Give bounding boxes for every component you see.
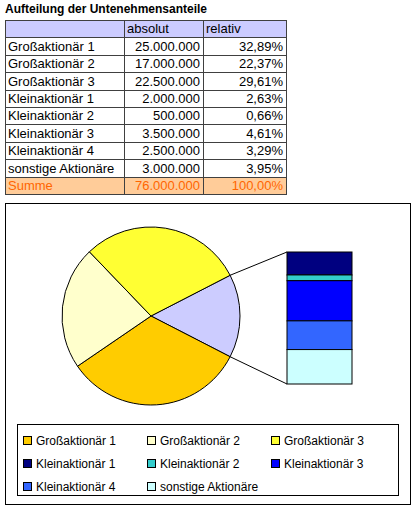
table-cell: sonstige Aktionäre [8,161,114,176]
table-cell: 3,95% [246,161,283,176]
table-cell: 500.000 [153,108,200,123]
bar-segment [287,281,352,321]
legend-swatch [24,460,32,468]
table-rule [5,142,286,143]
table-rule [5,72,286,73]
bar-segment [287,252,352,275]
legend-swatch [272,437,280,445]
table-cell: 2.500.000 [142,143,200,158]
table-cell: 3.000.000 [142,161,200,176]
table-rule [5,107,286,108]
legend-label: Kleinaktionär 1 [36,457,116,471]
table-rule [5,194,286,195]
connector-line [230,252,287,275]
header-background [5,20,286,37]
table-rule [5,55,286,56]
legend-box [18,425,399,496]
table-rule [5,90,286,91]
table-cell: 25.000.000 [135,39,200,54]
connector-line [230,357,287,384]
table-rule [5,177,286,178]
footer-cell: 76.000.000 [135,178,200,193]
chart-frame [6,204,411,505]
legend-swatch [24,483,32,491]
legend-swatch [272,460,280,468]
table-cell: 4,61% [246,126,283,141]
table-cell: 22,37% [239,56,284,71]
legend-label: Großaktionär 1 [36,434,116,448]
bar-segment [287,350,352,384]
table-rule [203,20,204,195]
legend-swatch [148,437,156,445]
legend-label: sonstige Aktionäre [160,480,258,494]
header-cell: relativ [206,21,241,36]
legend-label: Kleinaktionär 2 [160,457,240,471]
table-cell: Großaktionär 3 [8,74,95,89]
legend-swatch [148,460,156,468]
legend-label: Großaktionär 2 [160,434,240,448]
table-rule [286,20,287,195]
table-cell: Großaktionär 1 [8,39,95,54]
table-cell: 17.000.000 [135,56,200,71]
table-cell: 22.500.000 [135,74,200,89]
table-cell: Kleinaktionär 2 [8,108,94,123]
legend-label: Kleinaktionär 4 [36,480,116,494]
table-cell: 3,29% [246,143,283,158]
table-cell: 3.500.000 [142,126,200,141]
bar-segment [287,321,352,350]
table-rule [5,37,286,38]
legend-label: Kleinaktionär 3 [284,457,364,471]
table-cell: Großaktionär 2 [8,56,95,71]
footer-cell: Summe [8,178,53,193]
table-rule [5,124,286,125]
table-cell: Kleinaktionär 4 [8,143,94,158]
table-rule [5,20,286,21]
pie-slice [89,227,230,316]
table-cell: 2,63% [246,91,283,106]
table-rule [5,159,286,160]
page: Aufteilung der Untenehmensanteile absolut… [0,0,416,509]
table-rule [5,20,6,195]
table-rule [124,20,125,195]
bar-segment [287,275,352,281]
table-cell: 0,66% [246,108,283,123]
legend-swatch [148,483,156,491]
header-cell: absolut [127,21,169,36]
table-cell: 2.000.000 [142,91,200,106]
footer-cell: 100,00% [232,178,284,193]
table-title: Aufteilung der Untenehmensanteile [5,2,207,16]
table-cell: Kleinaktionär 3 [8,126,94,141]
legend-swatch [24,437,32,445]
legend-label: Großaktionär 3 [284,434,364,448]
table-cell: 32,89% [239,39,284,54]
footer-background [5,177,286,194]
table-cell: 29,61% [239,74,284,89]
table-cell: Kleinaktionär 1 [8,91,94,106]
